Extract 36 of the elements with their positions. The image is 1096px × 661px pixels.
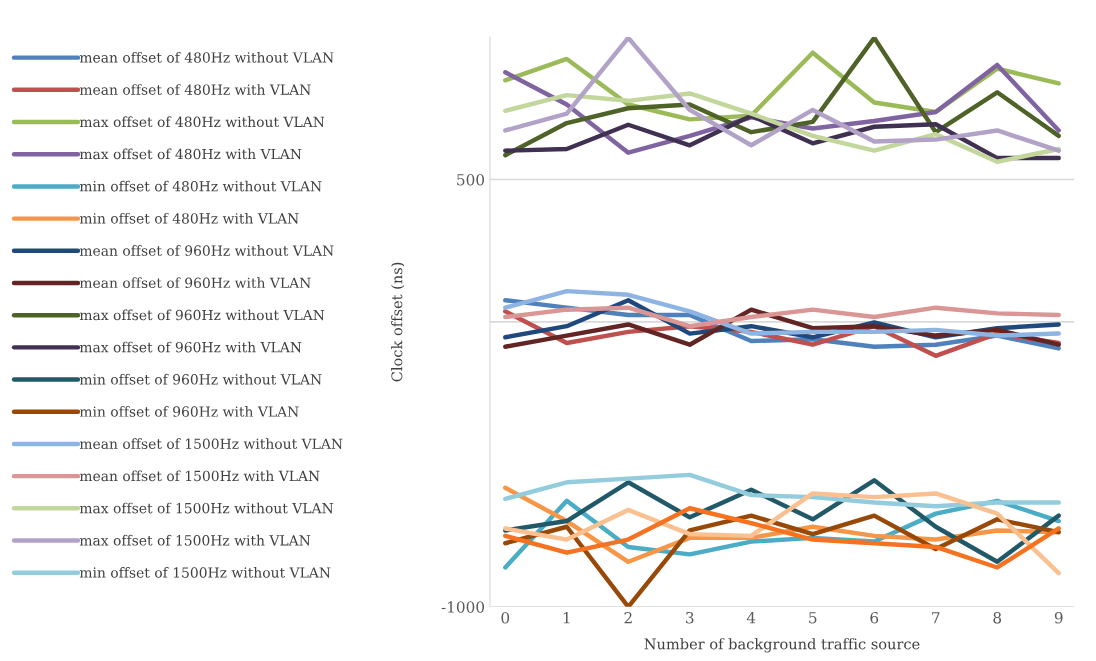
legend-label: max offset of 1500Hz with VLAN <box>79 534 311 546</box>
line-series <box>503 491 1061 576</box>
x-tick-label: 8 <box>993 611 1002 624</box>
line-series <box>503 305 1061 329</box>
legend-label: min offset of 960Hz without VLAN <box>79 373 322 385</box>
legend-label: max offset of 480Hz without VLAN <box>79 116 325 128</box>
x-tick-label: 2 <box>624 611 632 624</box>
x-tick-label: 9 <box>1054 611 1063 624</box>
line-series <box>503 472 1061 509</box>
legend-label: mean offset of 1500Hz with VLAN <box>79 470 320 482</box>
x-tick-label: 7 <box>932 612 940 624</box>
legend-label: mean offset of 1500Hz without VLAN <box>79 438 343 450</box>
x-tick-label: 0 <box>501 611 510 624</box>
legend-label: max offset of 960Hz without VLAN <box>79 309 325 321</box>
legend-label: mean offset of 480Hz with VLAN <box>79 84 311 95</box>
legend-label: min offset of 960Hz with VLAN <box>79 406 299 417</box>
legend-label: min offset of 480Hz without VLAN <box>79 180 322 192</box>
y-tick-label: -1000 <box>441 601 485 613</box>
line-series <box>503 91 1061 165</box>
x-tick-label: 4 <box>746 611 756 624</box>
line-series <box>503 288 1061 338</box>
legend-label: mean offset of 480Hz without VLAN <box>79 51 334 63</box>
legend-label: max offset of 1500Hz without VLAN <box>79 502 334 514</box>
y-tick-label: 500 <box>457 173 485 186</box>
legend-label: mean offset of 960Hz without VLAN <box>79 245 334 256</box>
legend-label: max offset of 960Hz with VLAN <box>79 341 302 353</box>
x-tick-label: 1 <box>563 611 570 624</box>
x-axis-title: Number of background traffic source <box>644 638 920 653</box>
y-axis-title: Clock offset (ns) <box>391 262 405 382</box>
legend-label: max offset of 480Hz with VLAN <box>79 148 302 160</box>
legend-label: min offset of 480Hz with VLAN <box>79 212 299 224</box>
legend-label: mean offset of 960Hz with VLAN <box>79 277 311 289</box>
x-tick-label: 5 <box>809 612 817 624</box>
legend-label: min offset of 1500Hz without VLAN <box>79 567 331 578</box>
x-tick-label: 6 <box>870 611 879 624</box>
x-tick-label: 3 <box>686 611 694 624</box>
